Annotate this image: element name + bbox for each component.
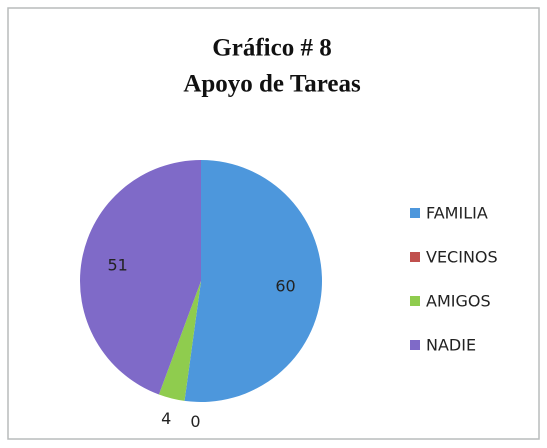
data-label: 0 [190, 412, 200, 431]
data-label: 51 [107, 256, 127, 275]
legend-label: AMIGOS [426, 292, 491, 311]
legend-swatch [410, 252, 420, 262]
legend-label: VECINOS [426, 248, 498, 267]
chart-title: Gráfico # 8 [212, 35, 331, 62]
data-label: 4 [161, 409, 171, 428]
legend-label: NADIE [426, 336, 476, 355]
legend-label: FAMILIA [426, 204, 488, 223]
data-label: 60 [275, 276, 295, 295]
chart-subtitle: Apoyo de Tareas [183, 71, 361, 98]
legend-swatch [410, 340, 420, 350]
pie-slice [79, 159, 201, 395]
legend-swatch [410, 296, 420, 306]
legend-swatch [410, 208, 420, 218]
pie-slice [184, 159, 323, 403]
pie-slice [158, 281, 201, 401]
